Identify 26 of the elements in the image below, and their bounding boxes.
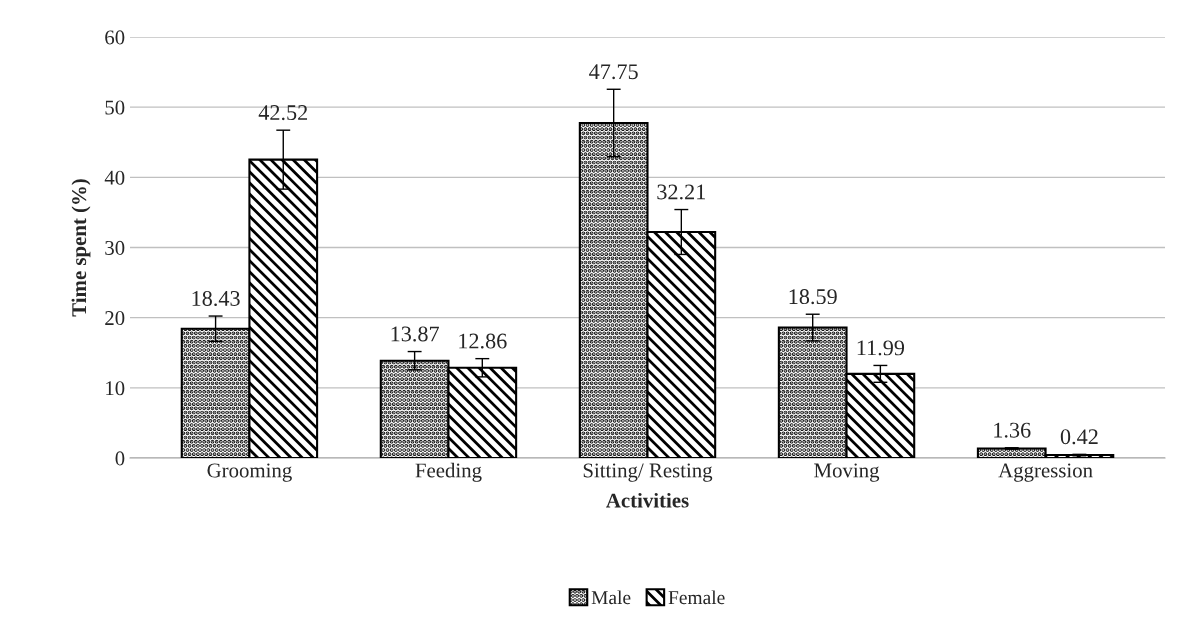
legend-label: Female bbox=[668, 590, 725, 605]
data-label: 1.36 bbox=[994, 422, 1031, 438]
y-tick-label: 40 bbox=[104, 170, 125, 185]
y-axis-title: Time spent (%) bbox=[71, 179, 91, 317]
data-label: 42.52 bbox=[258, 105, 308, 121]
x-tick-label: Grooming bbox=[207, 463, 292, 482]
x-tick-label: Moving bbox=[814, 463, 880, 482]
x-tick-label: Sitting/ Resting bbox=[583, 463, 713, 482]
data-label: 32.21 bbox=[657, 184, 705, 200]
x-tick-label: Feeding bbox=[415, 462, 482, 482]
y-tick-label: 60 bbox=[105, 30, 125, 45]
y-tick-label: 0 bbox=[115, 451, 125, 466]
data-label: 13.87 bbox=[391, 326, 439, 342]
y-tick-label: 50 bbox=[105, 100, 125, 115]
y-tick-label: 30 bbox=[105, 240, 125, 255]
data-label: 0.42 bbox=[1060, 429, 1098, 445]
y-tick-label: 10 bbox=[106, 381, 125, 396]
data-label: 11.99 bbox=[857, 340, 905, 356]
y-tick-label: 20 bbox=[105, 311, 125, 326]
data-label: 47.75 bbox=[589, 64, 638, 80]
data-label: 12.86 bbox=[459, 333, 507, 349]
x-tick-label: Aggression bbox=[998, 463, 1093, 482]
x-axis-title: Activities bbox=[606, 492, 689, 508]
data-label: 18.43 bbox=[192, 290, 240, 307]
data-label: 18.59 bbox=[789, 289, 837, 305]
legend-label: Male bbox=[591, 590, 631, 605]
